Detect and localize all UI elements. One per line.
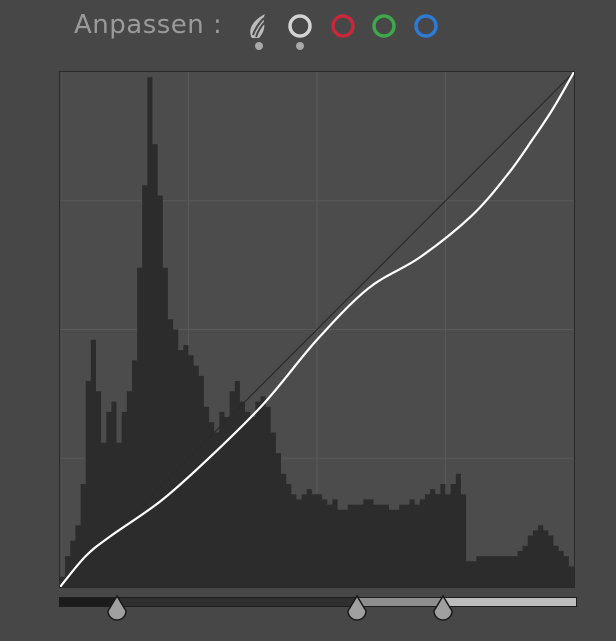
- luminance-channel-button[interactable]: [243, 10, 273, 42]
- tone-split-handle-midtones[interactable]: [345, 594, 369, 622]
- luminance-active-indicator: [255, 42, 263, 50]
- red-channel-button[interactable]: [328, 10, 358, 42]
- luminance-icon: [250, 14, 266, 38]
- tone-curve-line[interactable]: [60, 72, 574, 587]
- tone-range-slider[interactable]: [59, 597, 577, 607]
- reference-diagonal: [60, 72, 574, 587]
- handle-icon: [433, 594, 453, 621]
- tone-segment-darks: [119, 597, 357, 607]
- rgb-channel-button[interactable]: [285, 10, 315, 42]
- rgb-active-indicator: [296, 42, 304, 50]
- handle-icon: [347, 594, 367, 621]
- curve-graph[interactable]: [60, 72, 574, 587]
- red-channel-icon: [331, 14, 355, 38]
- adjust-label: Anpassen :: [74, 10, 223, 40]
- tone-split-handle-shadows[interactable]: [105, 594, 129, 622]
- green-channel-button[interactable]: [369, 10, 399, 42]
- channel-toolbar: Anpassen :: [0, 0, 616, 60]
- tone-curve-editor[interactable]: [59, 71, 575, 588]
- handle-icon: [107, 594, 127, 621]
- blue-channel-icon: [414, 14, 438, 38]
- green-channel-icon: [372, 14, 396, 38]
- tone-segment-highlights: [443, 597, 577, 607]
- tone-split-handle-highlights[interactable]: [431, 594, 455, 622]
- blue-channel-button[interactable]: [411, 10, 441, 42]
- rgb-channel-icon: [288, 14, 312, 38]
- histogram: [60, 77, 574, 587]
